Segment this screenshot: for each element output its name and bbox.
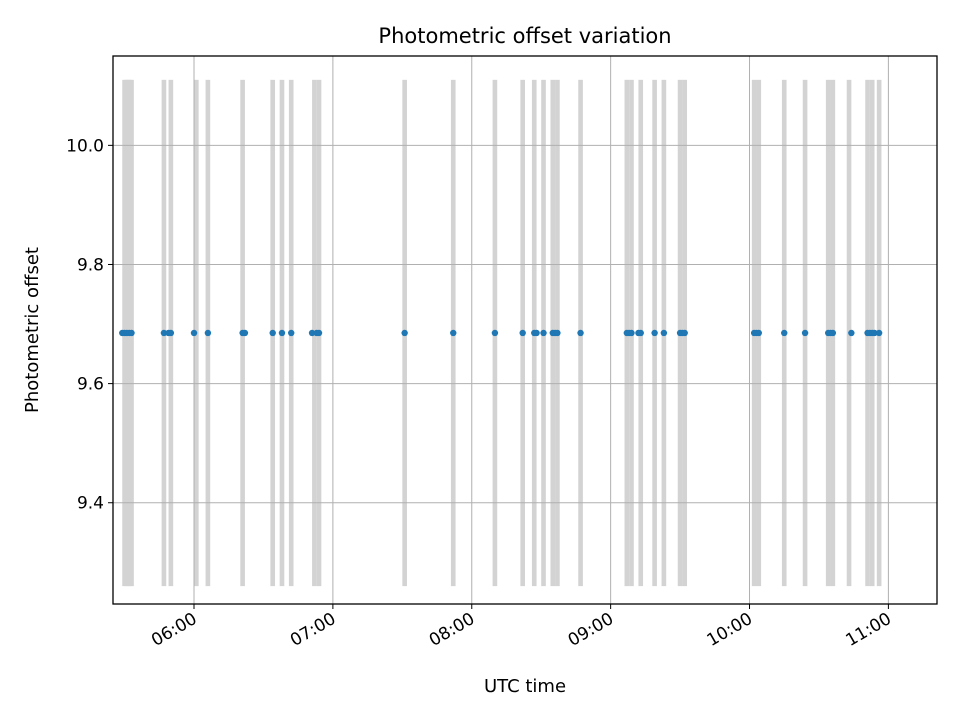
data-point-0-14 bbox=[288, 329, 295, 337]
data-point-0-13 bbox=[278, 329, 286, 337]
data-point-0-52 bbox=[875, 329, 883, 337]
data-point-0-9 bbox=[204, 329, 212, 337]
x-axis-title: UTC time bbox=[484, 676, 566, 697]
data-point-0-21 bbox=[519, 329, 526, 337]
data-points bbox=[119, 329, 883, 337]
data-point-0-15 bbox=[308, 329, 316, 337]
data-point-0-12 bbox=[269, 329, 276, 337]
data-point-0-28 bbox=[577, 329, 584, 337]
data-point-0-19 bbox=[450, 329, 457, 337]
data-point-0-47 bbox=[848, 329, 855, 337]
y-axis-ticks: 9.4 9.6 9.8 10.0 bbox=[66, 136, 113, 514]
data-point-0-11 bbox=[241, 329, 249, 337]
data-point-0-24 bbox=[540, 329, 547, 337]
y-tick-label-1: 9.6 bbox=[77, 375, 104, 395]
data-point-0-33 bbox=[637, 329, 644, 337]
y-tick-label-0: 9.4 bbox=[77, 494, 104, 514]
data-point-0-20 bbox=[491, 329, 499, 337]
data-point-0-42 bbox=[781, 329, 788, 337]
data-point-0-8 bbox=[190, 329, 198, 337]
data-point-0-41 bbox=[755, 329, 762, 337]
y-tick-label-2: 9.8 bbox=[77, 255, 104, 275]
data-point-0-31 bbox=[628, 329, 635, 337]
data-point-0-17 bbox=[315, 329, 323, 337]
data-point-0-18 bbox=[401, 329, 408, 337]
data-point-0-34 bbox=[651, 329, 658, 337]
data-point-0-5 bbox=[160, 329, 168, 337]
data-point-0-35 bbox=[660, 329, 668, 337]
data-point-0-23 bbox=[533, 329, 540, 337]
data-point-0-7 bbox=[167, 329, 175, 337]
data-point-0-4 bbox=[128, 329, 135, 337]
data-point-0-51 bbox=[871, 329, 878, 337]
data-point-0-27 bbox=[554, 329, 561, 337]
data-point-0-46 bbox=[829, 329, 837, 337]
data-point-0-43 bbox=[801, 329, 809, 337]
chart-title: Photometric offset variation bbox=[378, 24, 671, 48]
y-axis-title: Photometric offset bbox=[22, 247, 43, 413]
y-tick-label-3: 10.0 bbox=[66, 136, 104, 156]
data-point-0-38 bbox=[681, 329, 688, 337]
plot-frame bbox=[112, 55, 938, 605]
